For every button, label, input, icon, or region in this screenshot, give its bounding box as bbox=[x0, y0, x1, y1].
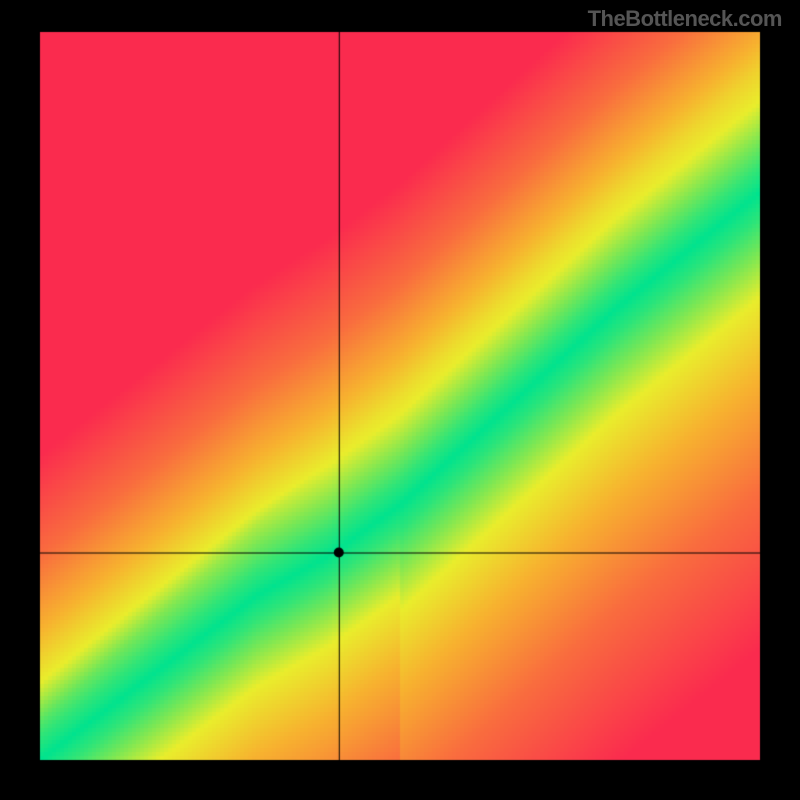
watermark-text: TheBottleneck.com bbox=[588, 6, 782, 32]
bottleneck-heatmap-canvas bbox=[0, 0, 800, 800]
chart-outer-frame: TheBottleneck.com bbox=[0, 0, 800, 800]
